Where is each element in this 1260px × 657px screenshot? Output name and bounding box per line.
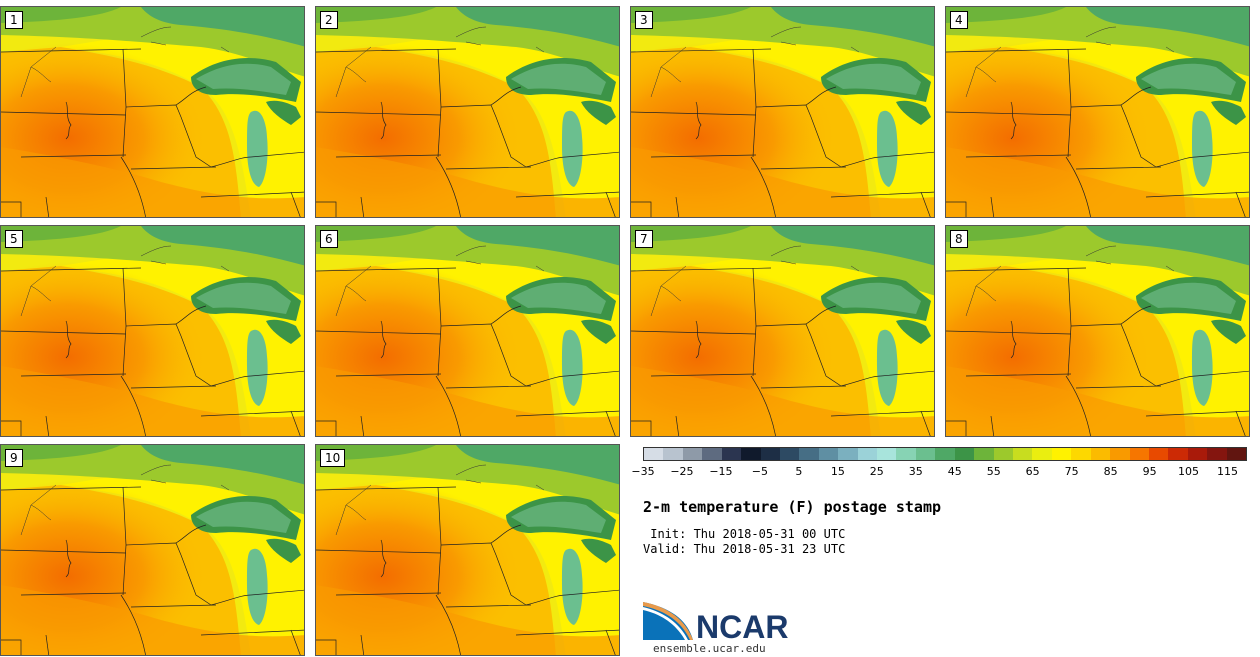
colorbar-tick-label: −15 <box>709 465 733 478</box>
colorbar-tick-label: 15 <box>830 465 845 478</box>
colorbar-segment <box>1013 448 1033 460</box>
colorbar-tick-label: −5 <box>751 465 768 478</box>
ncar-logo: NCAR <box>643 602 788 645</box>
colorbar-tick-label: 85 <box>1103 465 1118 478</box>
colorbar-segment <box>760 448 780 460</box>
member-number-label: 2 <box>320 11 338 29</box>
member-number-label: 7 <box>635 230 653 248</box>
colorbar-tick-label: 65 <box>1025 465 1040 478</box>
colorbar-segment <box>1168 448 1188 460</box>
colorbar-segment <box>1148 448 1169 460</box>
init-time: Init: Thu 2018-05-31 00 UTC <box>643 527 846 541</box>
colorbar-tick-label: 115 <box>1217 465 1239 478</box>
colorbar-segment <box>935 448 955 460</box>
colorbar-segment <box>1051 448 1072 460</box>
ensemble-member-panel: 1 <box>0 6 305 218</box>
colorbar-segment <box>779 448 800 460</box>
colorbar-segment <box>1110 448 1130 460</box>
colorbar-segment <box>799 448 819 460</box>
colorbar-tick-label: −25 <box>670 465 694 478</box>
member-number-label: 8 <box>950 230 968 248</box>
colorbar-tick-label: −35 <box>631 465 655 478</box>
colorbar-ticks: −35 −25 −15 −5 5 15 25 35 45 55 65 75 85 95 105 115 <box>631 465 1247 479</box>
ensemble-member-panel: 10 <box>315 444 620 656</box>
colorbar-segment <box>1226 448 1247 460</box>
colorbar-segment <box>954 448 975 460</box>
colorbar-segment <box>877 448 897 460</box>
colorbar-segment <box>644 448 664 460</box>
ensemble-member-panel: 7 <box>630 225 935 437</box>
colorbar-tick-label: 45 <box>947 465 962 478</box>
colorbar-segment <box>915 448 936 460</box>
colorbar-tick-label: 25 <box>869 465 884 478</box>
member-number-label: 4 <box>950 11 968 29</box>
colorbar-segment <box>663 448 683 460</box>
ensemble-member-panel: 5 <box>0 225 305 437</box>
ensemble-member-panel: 6 <box>315 225 620 437</box>
colorbar-segment <box>857 448 878 460</box>
colorbar-segment <box>682 448 703 460</box>
colorbar-segment <box>721 448 742 460</box>
member-number-label: 5 <box>5 230 23 248</box>
colorbar-segment <box>1207 448 1227 460</box>
colorbar-tick-label: 95 <box>1142 465 1157 478</box>
colorbar-segment <box>741 448 761 460</box>
colorbar-tick-label: 105 <box>1178 465 1200 478</box>
temperature-colorbar <box>643 447 1247 461</box>
colorbar-segment <box>702 448 722 460</box>
colorbar-tick-label: 5 <box>795 465 803 478</box>
colorbar-segment <box>993 448 1014 460</box>
colorbar-segment <box>896 448 916 460</box>
colorbar-segment <box>1032 448 1052 460</box>
ensemble-member-panel: 4 <box>945 6 1250 218</box>
colorbar-segment <box>1090 448 1111 460</box>
ensemble-member-panel: 3 <box>630 6 935 218</box>
colorbar-tick-label: 35 <box>908 465 923 478</box>
colorbar-segment <box>818 448 839 460</box>
ensemble-member-panel: 9 <box>0 444 305 656</box>
colorbar-tick-label: 75 <box>1064 465 1079 478</box>
colorbar-segment <box>1187 448 1208 460</box>
colorbar-segment <box>838 448 858 460</box>
ncar-logo-text: NCAR <box>696 609 788 645</box>
member-number-label: 6 <box>320 230 338 248</box>
ensemble-member-panel: 8 <box>945 225 1250 437</box>
colorbar-segment <box>974 448 994 460</box>
logo-url: ensemble.ucar.edu <box>653 642 766 655</box>
member-number-label: 3 <box>635 11 653 29</box>
colorbar-segment <box>1129 448 1149 460</box>
ensemble-member-panel: 2 <box>315 6 620 218</box>
member-number-label: 9 <box>5 449 23 467</box>
member-number-label: 10 <box>320 449 346 467</box>
member-number-label: 1 <box>5 11 23 29</box>
chart-title: 2-m temperature (F) postage stamp <box>643 498 942 516</box>
colorbar-segment <box>1071 448 1091 460</box>
colorbar-tick-label: 55 <box>986 465 1001 478</box>
valid-time: Valid: Thu 2018-05-31 23 UTC <box>643 542 846 556</box>
